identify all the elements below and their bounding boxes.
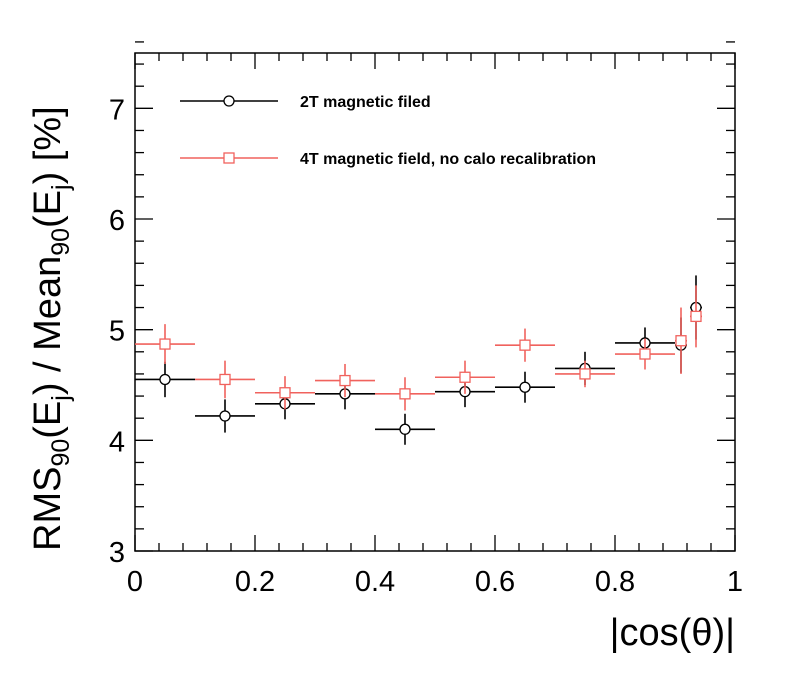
point-marker xyxy=(639,348,651,360)
y-tick-label: 7 xyxy=(109,94,125,126)
x-tick-label: 0.8 xyxy=(595,566,635,598)
point-marker xyxy=(579,368,591,380)
data-point xyxy=(135,324,195,364)
point-marker xyxy=(519,339,531,351)
data-point xyxy=(135,361,195,398)
y-axis-title-part: 90 xyxy=(47,228,75,256)
point-marker xyxy=(690,310,702,323)
y-tick-label: 4 xyxy=(109,426,125,458)
x-tick-label: 0.4 xyxy=(355,566,395,598)
legend-entry: 2T magnetic filed xyxy=(180,94,431,111)
point-marker xyxy=(219,410,231,422)
series-layer xyxy=(135,275,702,445)
y-axis-title-part: j xyxy=(47,395,75,402)
y-tick-label: 6 xyxy=(109,205,125,237)
point-marker xyxy=(519,381,531,393)
legend-entry: 4T magnetic field, no calo recalibration xyxy=(180,151,596,168)
y-tick-labels: 3 4 5 6 7 xyxy=(109,94,125,569)
point-marker xyxy=(399,388,411,400)
plot-frame xyxy=(134,52,736,552)
x-tick-label: 0.6 xyxy=(475,566,515,598)
y-axis-title-part: ) / Mean xyxy=(27,256,69,395)
data-point xyxy=(375,377,435,411)
data-point xyxy=(690,285,702,348)
x-axis-title: |cos(θ)| xyxy=(610,612,735,654)
data-point xyxy=(195,360,255,399)
point-marker xyxy=(339,374,351,387)
axis-ticks xyxy=(134,41,736,552)
point-marker xyxy=(675,335,687,347)
y-axis-title-part: 90 xyxy=(47,439,75,467)
point-marker xyxy=(459,371,471,383)
legend-label: 4T magnetic field, no calo recalibration xyxy=(300,151,596,168)
data-point xyxy=(675,307,687,374)
x-tick-labels: 0 0.2 0.4 0.6 0.8 1 xyxy=(127,566,743,598)
point-marker xyxy=(399,423,411,435)
legend-marker xyxy=(223,95,235,107)
series-2 xyxy=(135,285,702,411)
data-point xyxy=(495,371,555,403)
y-axis-title-part: RMS xyxy=(27,467,69,551)
series-1 xyxy=(135,275,702,445)
point-marker xyxy=(279,387,291,399)
data-point xyxy=(615,338,675,370)
x-tick-label: 0.2 xyxy=(235,566,275,598)
data-point xyxy=(495,328,555,362)
x-tick-label: 0 xyxy=(127,566,143,598)
point-marker xyxy=(159,338,171,350)
point-marker xyxy=(159,373,171,386)
y-axis-title-part: (E xyxy=(27,190,69,228)
data-point xyxy=(195,399,255,433)
data-point xyxy=(375,413,435,445)
data-point xyxy=(435,360,495,394)
y-tick-label: 3 xyxy=(109,537,125,569)
legend-marker xyxy=(223,152,235,164)
data-point xyxy=(255,376,315,410)
y-axis-title-part: (E xyxy=(27,401,69,439)
y-axis-title: RMS90(Ej) / Mean90(Ej) [%] xyxy=(27,106,75,551)
point-marker xyxy=(219,373,231,386)
legend-label: 2T magnetic filed xyxy=(300,94,431,111)
y-axis-title-part: ) [%] xyxy=(27,106,69,184)
data-point xyxy=(315,363,375,398)
y-tick-label: 5 xyxy=(109,316,125,348)
y-axis-title-part: j xyxy=(47,184,75,191)
legend: 2T magnetic filed 4T magnetic field, no c… xyxy=(180,94,596,168)
data-point xyxy=(555,360,615,388)
x-tick-label: 1 xyxy=(727,566,743,598)
